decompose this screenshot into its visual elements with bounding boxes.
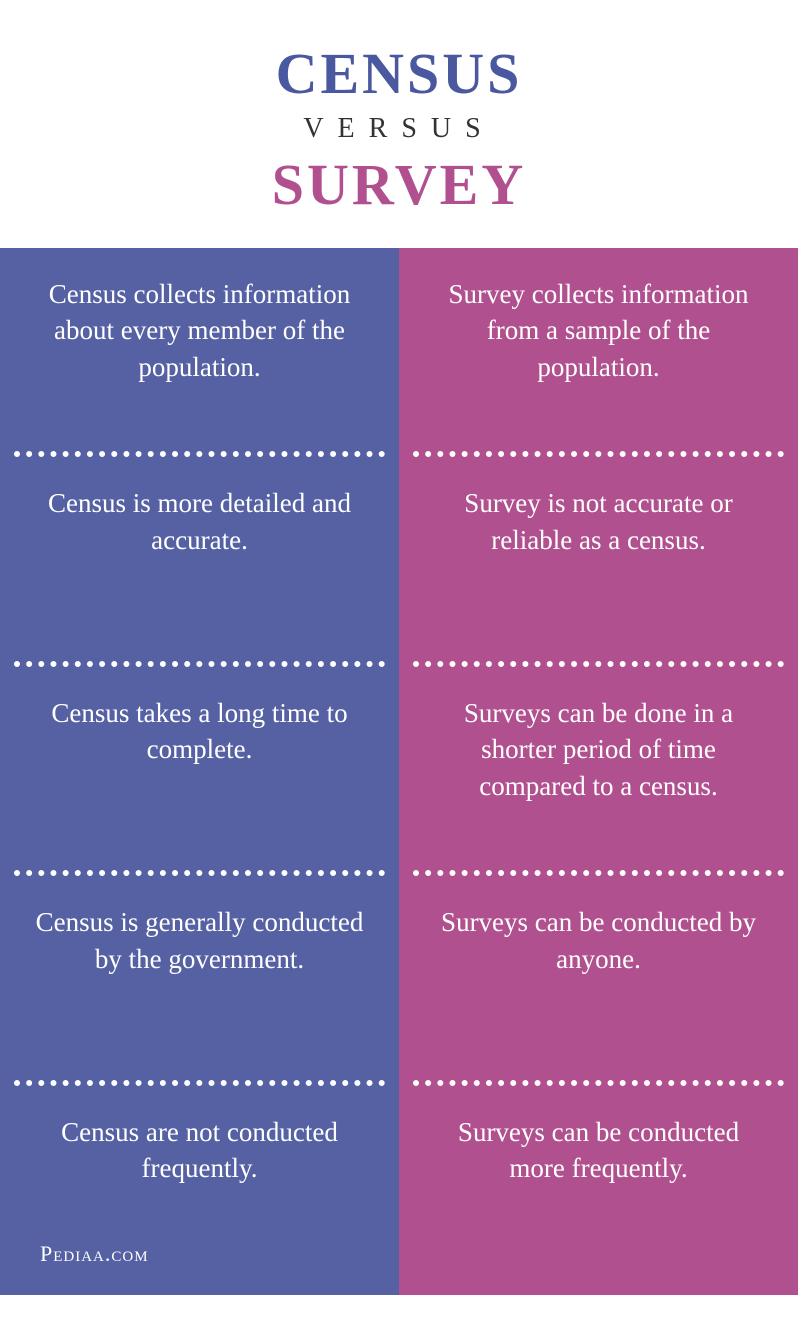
header: CENSUS VERSUS SURVEY [0, 0, 798, 248]
cell-text: Census is more detailed and accurate. [34, 485, 365, 558]
source-label: Pediaa.com [34, 1239, 149, 1275]
census-cell: Census collects information about every … [0, 248, 399, 457]
title-survey: SURVEY [0, 151, 798, 218]
census-cell: Census takes a long time to complete. [0, 667, 399, 876]
cell-text: Survey is not accurate or reliable as a … [433, 485, 764, 558]
cell-text: Survey collects information from a sampl… [433, 276, 764, 385]
title-versus: VERSUS [0, 113, 798, 145]
cell-text: Surveys can be conducted by anyone. [433, 904, 764, 977]
census-cell: Census is generally conducted by the gov… [0, 876, 399, 1085]
survey-cell: Survey collects information from a sampl… [399, 248, 798, 457]
census-cell: Census are not conducted frequently. Ped… [0, 1086, 399, 1295]
survey-cell: Surveys can be conducted by anyone. [399, 876, 798, 1085]
cell-text: Surveys can be done in a shorter period … [433, 695, 764, 804]
survey-cell: Survey is not accurate or reliable as a … [399, 457, 798, 666]
census-cell: Census is more detailed and accurate. [0, 457, 399, 666]
title-census: CENSUS [0, 40, 798, 107]
cell-text: Census collects information about every … [34, 276, 365, 385]
survey-cell: Surveys can be done in a shorter period … [399, 667, 798, 876]
survey-cell: Surveys can be conducted more frequently… [399, 1086, 798, 1295]
cell-text: Census are not conducted frequently. [34, 1114, 365, 1187]
census-column: Census collects information about every … [0, 248, 399, 1295]
cell-text: Census takes a long time to complete. [34, 695, 365, 768]
cell-text: Census is generally conducted by the gov… [34, 904, 365, 977]
survey-column: Survey collects information from a sampl… [399, 248, 798, 1295]
cell-text: Surveys can be conducted more frequently… [433, 1114, 764, 1187]
comparison-columns: Census collects information about every … [0, 248, 798, 1295]
